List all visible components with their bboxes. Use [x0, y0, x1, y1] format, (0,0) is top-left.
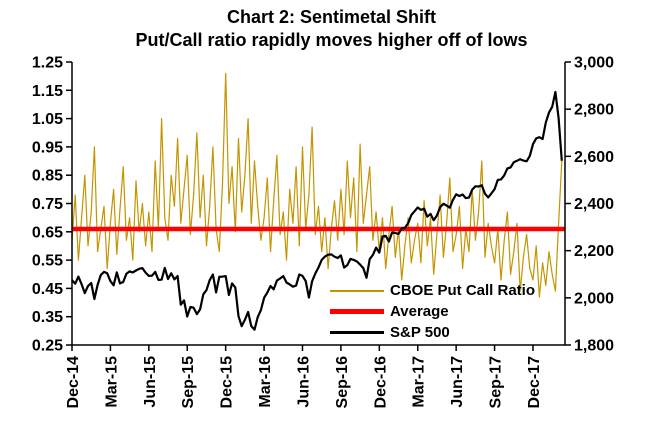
average-line-swatch: [330, 309, 384, 314]
legend-item-putcall: CBOE Put Call Ratio: [330, 282, 535, 299]
svg-text:0.25: 0.25: [32, 338, 63, 355]
svg-text:1.25: 1.25: [32, 55, 63, 72]
svg-text:Sep-15: Sep-15: [180, 356, 197, 409]
svg-text:0.85: 0.85: [32, 168, 63, 185]
y-axis-right: 1,800 2,000 2,200 2,400 2,600 2,800 3,000: [565, 55, 614, 355]
svg-text:Mar-16: Mar-16: [257, 356, 274, 408]
svg-text:Dec-14: Dec-14: [65, 356, 82, 409]
legend-label-putcall: CBOE Put Call Ratio: [390, 282, 536, 299]
svg-text:Mar-17: Mar-17: [411, 356, 428, 408]
svg-text:Dec-16: Dec-16: [372, 356, 389, 409]
svg-text:0.45: 0.45: [32, 281, 63, 298]
svg-text:Sep-16: Sep-16: [334, 356, 351, 409]
legend-item-average: Average: [330, 303, 535, 320]
svg-text:Sep-17: Sep-17: [488, 356, 505, 409]
chart-title-line1: Chart 2: Sentimetal Shift: [226, 7, 437, 27]
svg-text:0.35: 0.35: [32, 309, 63, 326]
svg-text:1.05: 1.05: [32, 111, 63, 128]
svg-text:0.95: 0.95: [32, 139, 63, 156]
svg-text:Mar-15: Mar-15: [103, 356, 120, 408]
legend: CBOE Put Call Ratio Average S&P 500: [330, 282, 535, 341]
svg-text:2,800: 2,800: [574, 102, 614, 119]
putcall-line-swatch: [330, 289, 384, 292]
svg-text:2,600: 2,600: [574, 149, 614, 166]
svg-text:Jun-16: Jun-16: [295, 356, 312, 408]
svg-text:2,000: 2,000: [574, 290, 614, 307]
svg-text:3,000: 3,000: [574, 55, 614, 72]
svg-text:Jun-17: Jun-17: [449, 356, 466, 408]
svg-text:Dec-15: Dec-15: [219, 356, 236, 409]
svg-text:Jun-15: Jun-15: [142, 356, 159, 408]
svg-text:1,800: 1,800: [574, 338, 614, 355]
svg-text:0.65: 0.65: [32, 224, 63, 241]
svg-text:0.55: 0.55: [32, 253, 63, 270]
x-axis: Dec-14 Mar-15 Jun-15 Sep-15 Dec-15 Mar-16 Jun-…: [65, 345, 543, 408]
legend-item-sp500: S&P 500: [330, 324, 535, 341]
putcall-series: [71, 72, 563, 298]
legend-label-sp500: S&P 500: [390, 324, 450, 341]
chart-title-line2: Put/Call ratio rapidly moves higher off …: [135, 30, 528, 51]
chart-title: Chart 2: Sentimetal Shift Put/Call ratio…: [0, 6, 663, 52]
y-axis-left: 0.25 0.35 0.45 0.55 0.65 0.75 0.85 0.95 1.05 1.15…: [32, 55, 72, 355]
svg-text:0.75: 0.75: [32, 196, 63, 213]
legend-label-average: Average: [390, 303, 449, 320]
svg-text:1.15: 1.15: [32, 83, 63, 100]
svg-text:2,200: 2,200: [574, 243, 614, 260]
sp500-series: [71, 90, 563, 331]
sp500-line-swatch: [330, 331, 384, 334]
svg-text:2,400: 2,400: [574, 196, 614, 213]
svg-text:Dec-17: Dec-17: [526, 356, 543, 409]
